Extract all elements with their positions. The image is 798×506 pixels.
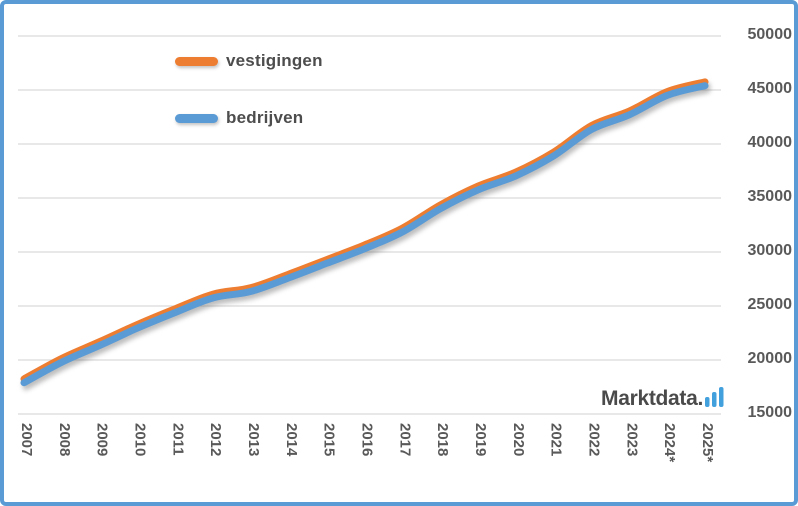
x-tick-label: 2022	[585, 423, 603, 457]
x-tick-label: 2010	[131, 423, 149, 457]
y-tick-label: 45000	[747, 80, 793, 97]
y-tick-label: 50000	[747, 26, 793, 43]
x-tick-label: 2023	[623, 423, 641, 457]
marktdata-logo: Marktdata.	[601, 386, 726, 410]
x-tick-label: 2024*	[661, 423, 679, 463]
y-tick-label: 20000	[747, 350, 793, 367]
y-tick-label: 40000	[747, 134, 793, 151]
y-tick-label: 25000	[747, 296, 793, 313]
legend-label-bedrijven: bedrijven	[226, 108, 304, 127]
x-tick-label: 2019	[472, 423, 489, 457]
y-tick-label: 30000	[747, 242, 793, 259]
legend-label-vestigingen: vestigingen	[226, 51, 323, 70]
x-tick-label: 2008	[55, 423, 73, 457]
x-tick-label: 2011	[169, 423, 187, 456]
marktdata-logo-text: Marktdata.	[601, 387, 704, 410]
bar-chart-icon	[705, 387, 724, 407]
x-tick-label: 2020	[509, 423, 527, 457]
x-tick-label: 2016	[358, 423, 376, 457]
bedrijven-line-swatch	[175, 113, 218, 123]
x-tick-label: 2007	[18, 423, 35, 457]
x-tick-label: 2009	[93, 423, 111, 457]
legend: vestigingen bedrijven	[175, 49, 323, 163]
y-tick-label: 15000	[747, 404, 793, 421]
y-tick-label: 35000	[747, 188, 793, 205]
series-line-vestigingen	[20, 78, 709, 383]
x-tick-label: 2015	[320, 423, 338, 457]
x-tick-label: 2025*	[699, 423, 716, 463]
legend-item-bedrijven: bedrijven	[175, 106, 323, 130]
vestigingen-line-swatch	[175, 56, 218, 66]
x-tick-label: 2021	[547, 423, 565, 457]
gridlines	[18, 35, 721, 415]
x-tick-label: 2012	[207, 423, 225, 457]
legend-item-vestigingen: vestigingen	[175, 49, 323, 73]
series-line-bedrijven	[20, 82, 709, 387]
x-tick-label: 2017	[396, 423, 414, 457]
x-tick-label: 2018	[434, 423, 452, 457]
x-tick-label: 2014	[282, 423, 300, 457]
x-tick-label: 2013	[245, 423, 262, 457]
